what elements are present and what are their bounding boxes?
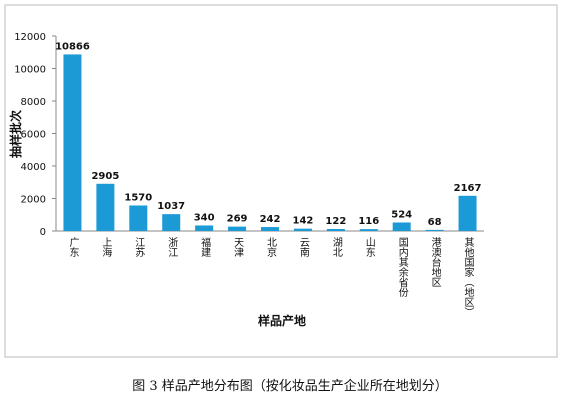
x-tick-label: 上海 [100,237,112,258]
y-tick-label: 2000 [21,195,46,206]
x-tick-label: 其他国家（地区） [462,237,474,317]
bar [359,229,378,231]
y-tick-label: 10000 [14,65,46,76]
y-tick-label: 0 [40,227,46,238]
data-label: 142 [292,216,313,227]
y-tick-label: 12000 [14,32,46,43]
x-tick-label: 国内其余省份 [396,237,408,298]
data-label: 1037 [157,201,185,212]
x-tick-label: 福建 [199,236,211,257]
y-tick-label: 6000 [21,130,46,141]
bar [261,227,279,231]
data-label: 2905 [91,171,119,182]
bar [228,226,247,231]
y-tick-label: 4000 [21,162,46,173]
caption: 图 3 样品产地分布图（按化妆品生产企业所在地划分） [132,378,448,394]
data-label: 68 [428,217,442,228]
data-label: 2167 [454,183,482,194]
y-axis-label: 抽样批次 [8,110,23,158]
bar [63,54,82,231]
data-label: 116 [358,216,379,227]
data-label: 10866 [55,41,90,52]
x-tick-label: 湖北 [330,237,342,257]
bar [392,222,411,231]
x-tick-label: 山东 [363,237,375,257]
x-tick-label: 天津 [232,237,244,258]
bar [326,229,345,231]
data-label: 122 [325,216,346,227]
bar [129,205,148,231]
data-label: 524 [391,209,412,220]
x-tick-label: 江苏 [133,237,145,258]
x-tick-label: 北京 [265,237,277,258]
data-label: 242 [260,214,281,225]
bar [458,195,477,231]
data-label: 340 [194,212,215,223]
chart-frame [4,4,558,358]
bar [425,229,444,231]
bar [195,225,214,231]
bar [162,214,181,231]
y-tick-label: 8000 [21,97,46,108]
data-label: 269 [227,214,248,225]
data-label: 1570 [124,192,152,203]
x-tick-label: 广东 [67,237,79,257]
bar [96,183,115,231]
x-tick-label: 港澳台地区 [429,237,441,287]
x-tick-label: 云南 [297,237,309,257]
x-axis-label: 样品产地 [258,313,306,328]
bar [293,228,312,231]
x-tick-label: 浙江 [166,237,178,257]
